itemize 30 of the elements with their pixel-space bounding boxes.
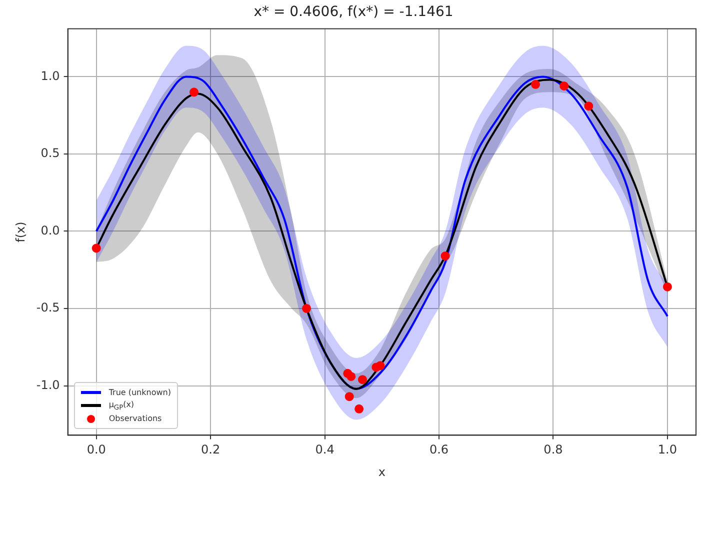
point: [92, 244, 101, 253]
y-tick-label: 0.5: [40, 146, 60, 160]
point: [302, 304, 312, 313]
x-tick-label: 0.4: [315, 442, 334, 457]
point: [584, 102, 594, 111]
point: [531, 80, 540, 89]
legend-label: μ$_{GP}$(x): [108, 400, 134, 412]
x-tick-label: 0.2: [201, 442, 220, 457]
legend-label: True (unknown): [108, 388, 171, 398]
point: [376, 361, 385, 370]
point: [344, 392, 354, 402]
point: [440, 251, 450, 260]
y-tick-label: -0.5: [36, 300, 60, 315]
y-tick-label: 0.0: [40, 223, 60, 238]
point: [190, 88, 199, 97]
x-axis-title: x: [378, 464, 386, 479]
point: [346, 372, 356, 381]
x-tick-label: 1.0: [658, 442, 677, 457]
point: [662, 282, 672, 292]
point: [358, 375, 367, 384]
legend-label: Observations: [108, 414, 162, 424]
x-tick-label: 0.6: [429, 442, 449, 457]
x-tick-label: 0.8: [544, 442, 563, 457]
y-tick-label: -1.0: [36, 378, 60, 392]
point: [560, 81, 569, 90]
chart-title: x* = 0.4606, f(x*) = -1.1461: [254, 4, 454, 20]
y-axis-title: f(x): [13, 222, 28, 242]
point: [354, 404, 364, 414]
y-tick-label: 1.0: [40, 68, 60, 83]
x-tick-label: 0.0: [86, 442, 106, 457]
